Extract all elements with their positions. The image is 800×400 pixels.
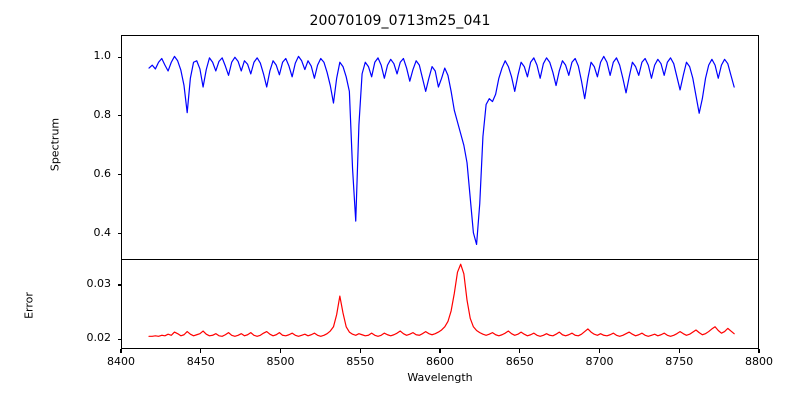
spectrum-panel — [121, 35, 759, 260]
x-tick-label: 8500 — [266, 355, 295, 368]
spectrum-plot-area — [122, 36, 758, 259]
y-tick-mark-error — [117, 338, 121, 340]
y-axis-label-error: Error — [22, 292, 36, 319]
error-panel — [121, 259, 759, 349]
x-tick-label: 8600 — [426, 355, 454, 368]
figure-title: 20070109_0713m25_041 — [309, 13, 491, 29]
error-plot-area — [122, 260, 758, 348]
y-axis-label-spectrum: Spectrum — [48, 117, 62, 172]
x-tick-mark — [359, 349, 361, 353]
x-tick-mark — [279, 349, 282, 353]
y-tick-label-spectrum: 0.4 — [93, 225, 112, 239]
y-tick-label-error: 0.03 — [86, 277, 112, 291]
x-tick-mark — [758, 349, 760, 353]
x-tick-mark — [678, 349, 680, 353]
y-tick-mark-spectrum — [117, 174, 121, 176]
y-tick-label-spectrum: 0.8 — [93, 107, 112, 121]
y-tick-mark-spectrum — [117, 115, 121, 117]
x-tick-mark — [598, 349, 601, 353]
y-tick-mark-error — [117, 284, 121, 286]
x-tick-label: 8650 — [505, 355, 534, 368]
x-tick-label: 8700 — [585, 355, 614, 368]
spectrum-data-line — [149, 56, 734, 244]
x-tick-mark — [439, 349, 441, 353]
x-tick-mark — [200, 349, 202, 353]
y-tick-label-error: 0.02 — [86, 331, 112, 345]
x-tick-label: 8800 — [745, 355, 773, 368]
y-tick-mark-spectrum — [117, 232, 121, 235]
x-tick-mark — [120, 349, 122, 353]
x-axis-label: Wavelength — [407, 371, 473, 384]
x-tick-label: 8450 — [186, 355, 215, 368]
error-data-line — [149, 264, 734, 336]
x-tick-label: 8550 — [346, 355, 375, 368]
y-tick-label-spectrum: 1.0 — [93, 49, 112, 63]
y-tick-label-spectrum: 0.6 — [93, 166, 112, 180]
x-tick-label: 8750 — [665, 355, 694, 368]
x-tick-label: 8400 — [107, 355, 135, 368]
y-tick-mark-spectrum — [117, 56, 121, 58]
x-tick-mark — [519, 349, 521, 353]
